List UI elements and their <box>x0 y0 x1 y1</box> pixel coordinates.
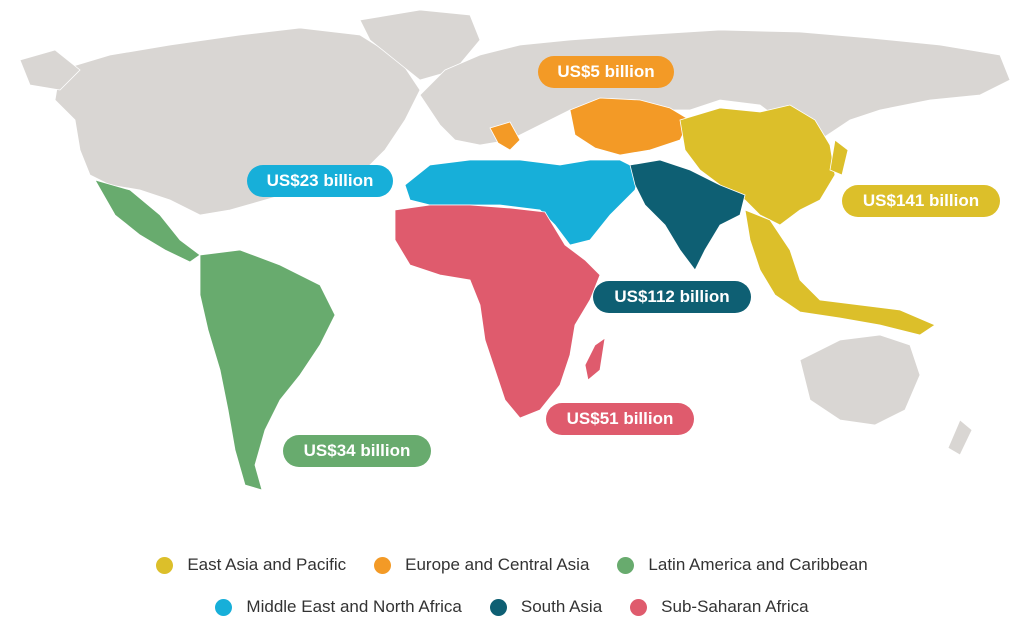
label-east-asia-pacific: US$141 billion <box>842 185 1000 217</box>
central-america-region <box>94 179 201 263</box>
australia-landmass <box>799 334 921 426</box>
sub-saharan-africa-region <box>394 204 601 419</box>
legend-label-east-asia-pacific: East Asia and Pacific <box>187 555 347 574</box>
label-latin-america-caribbean: US$34 billion <box>283 435 431 467</box>
legend-dot-middle-east-north-africa <box>215 598 233 616</box>
label-middle-east-north-africa: US$23 billion <box>247 165 393 197</box>
legend-item-latin-america-caribbean: Latin America and Caribbean <box>617 555 868 575</box>
legend-item-east-asia-pacific: East Asia and Pacific <box>156 555 346 575</box>
legend-label-europe-central-asia: Europe and Central Asia <box>405 555 590 574</box>
legend-label-middle-east-north-africa: Middle East and North Africa <box>246 597 462 616</box>
madagascar-region <box>584 337 606 381</box>
legend-dot-europe-central-asia <box>374 556 392 574</box>
label-south-asia: US$112 billion <box>593 281 751 313</box>
label-europe-central-asia: US$5 billion <box>538 56 674 88</box>
legend-dot-latin-america-caribbean <box>617 556 635 574</box>
southeast-asia-region <box>744 209 936 336</box>
world-map <box>19 9 1011 491</box>
legend-label-south-asia: South Asia <box>520 597 603 616</box>
legend-label-sub-saharan-africa: Sub-Saharan Africa <box>661 597 809 616</box>
legend-item-south-asia: South Asia <box>489 597 603 617</box>
new-zealand-landmass <box>947 419 973 456</box>
legend-item-europe-central-asia: Europe and Central Asia <box>374 555 589 575</box>
legend-label-latin-america-caribbean: Latin America and Caribbean <box>648 555 868 574</box>
legend-item-middle-east-north-africa: Middle East and North Africa <box>215 597 462 617</box>
legend-dot-sub-saharan-africa <box>630 598 648 616</box>
east-asia-region <box>679 104 836 226</box>
legend-row-2: Middle East and North Africa South Asia … <box>0 594 1024 620</box>
europe-central-asia-region <box>569 97 691 156</box>
legend-item-sub-saharan-africa: Sub-Saharan Africa <box>630 597 809 617</box>
south-asia-region <box>629 159 746 271</box>
japan-landmass <box>829 139 849 176</box>
legend-row-1: East Asia and Pacific Europe and Central… <box>0 552 1024 578</box>
south-america-region <box>199 249 336 491</box>
legend-dot-east-asia-pacific <box>156 556 174 574</box>
arctic-islands-landmass <box>19 49 81 91</box>
label-sub-saharan-africa: US$51 billion <box>546 403 694 435</box>
legend-dot-south-asia <box>489 598 507 616</box>
balkans-region <box>489 121 521 151</box>
